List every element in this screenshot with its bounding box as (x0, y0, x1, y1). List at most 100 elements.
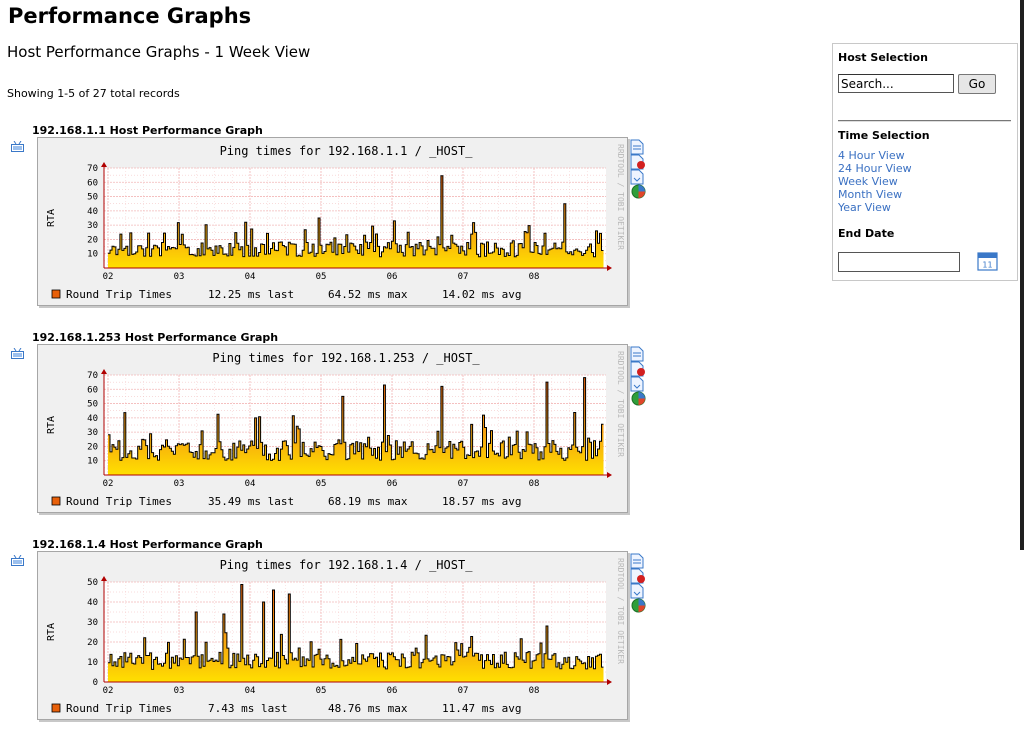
x-tick-label: 06 (387, 272, 398, 282)
document-icon[interactable] (629, 346, 645, 366)
y-tick-label: 20 (87, 638, 98, 648)
time-link-4-hour[interactable]: 4 Hour View (838, 149, 905, 162)
x-tick-label: 03 (174, 686, 185, 696)
x-tick-label: 04 (245, 479, 256, 489)
legend-max-value: 48.76 ms max (328, 702, 408, 715)
legend-swatch (51, 496, 61, 506)
performance-graph[interactable]: Ping times for 192.168.1.1 / _HOST_ 10 20 3… (37, 137, 628, 306)
graph-title: Ping times for 192.168.1.4 / _HOST_ (220, 558, 474, 572)
graph-title: Ping times for 192.168.1.1 / _HOST_ (220, 144, 474, 158)
x-tick-label: 02 (103, 479, 114, 489)
pdf-icon[interactable] (629, 154, 645, 174)
y-tick-label: 60 (87, 178, 98, 188)
rta-area (108, 584, 604, 682)
host-detail-icon[interactable] (11, 344, 24, 359)
y-axis-arrow (101, 576, 107, 581)
x-tick-label: 04 (245, 272, 256, 282)
rta-area (108, 377, 604, 475)
legend-last-value: 35.49 ms last (208, 495, 294, 508)
y-tick-label: 10 (87, 658, 98, 668)
rta-line (108, 175, 604, 258)
host-graph-section: 192.168.1.1 Host Performance Graph Ping t… (8, 124, 646, 324)
time-link-24-hour[interactable]: 24 Hour View (838, 162, 912, 175)
rrdtool-watermark: RRDTOOL / TOBI OETIKER (616, 558, 625, 664)
y-tick-label: 40 (87, 598, 98, 608)
legend-swatch (51, 289, 61, 299)
y-tick-label: 30 (87, 428, 98, 438)
host-graph-section: 192.168.1.253 Host Performance Graph Ping… (8, 331, 646, 531)
y-axis-label: RTA (46, 416, 57, 434)
y-tick-label: 70 (87, 371, 98, 381)
y-tick-label: 10 (87, 250, 98, 260)
legend-avg-value: 14.02 ms avg (442, 288, 521, 301)
window-edge (1020, 0, 1024, 550)
end-date-input[interactable] (838, 252, 960, 272)
rrd-graph-svg: Ping times for 192.168.1.253 / _HOST_ 10 2… (46, 351, 625, 508)
x-axis-arrow (607, 679, 612, 685)
x-tick-label: 02 (103, 686, 114, 696)
legend-last-value: 12.25 ms last (208, 288, 294, 301)
page-title: Performance Graphs (8, 4, 252, 28)
rta-line (108, 377, 604, 461)
y-tick-label: 30 (87, 221, 98, 231)
chart-options-icon[interactable] (631, 184, 646, 203)
performance-graph[interactable]: Ping times for 192.168.1.4 / _HOST_ 0 10 20… (37, 551, 628, 720)
rrdtool-watermark: RRDTOOL / TOBI OETIKER (616, 351, 625, 457)
rrd-graph-svg: Ping times for 192.168.1.1 / _HOST_ 10 20 3… (46, 144, 625, 301)
graph-action-icons (629, 346, 647, 406)
chart-options-icon[interactable] (631, 598, 646, 617)
y-tick-label: 50 (87, 193, 98, 203)
go-button[interactable]: Go (958, 74, 996, 94)
x-axis-arrow (607, 472, 612, 478)
document-icon[interactable] (629, 553, 645, 573)
host-detail-icon[interactable] (11, 551, 24, 566)
pdf-icon[interactable] (629, 568, 645, 588)
y-tick-label: 30 (87, 618, 98, 628)
legend-avg-value: 11.47 ms avg (442, 702, 521, 715)
x-axis-arrow (607, 265, 612, 271)
x-tick-label: 06 (387, 479, 398, 489)
time-link-month[interactable]: Month View (838, 188, 903, 201)
x-tick-label: 07 (458, 479, 469, 489)
rta-area (108, 175, 604, 268)
y-tick-label: 40 (87, 207, 98, 217)
legend-max-value: 64.52 ms max (328, 288, 408, 301)
x-tick-label: 03 (174, 272, 185, 282)
document-icon[interactable] (629, 139, 645, 159)
x-tick-label: 03 (174, 479, 185, 489)
export-icon[interactable] (629, 169, 645, 189)
host-graph-section: 192.168.1.4 Host Performance Graph Ping t… (8, 538, 646, 738)
time-link-week[interactable]: Week View (838, 175, 898, 188)
y-tick-label: 0 (93, 678, 98, 688)
page-subtitle: Host Performance Graphs - 1 Week View (7, 43, 311, 61)
x-tick-label: 08 (529, 272, 540, 282)
sidebar-panel: Host Selection Go Time Selection 4 Hour … (832, 43, 1018, 281)
export-icon[interactable] (629, 583, 645, 603)
chart-options-icon[interactable] (631, 391, 646, 410)
host-graph-heading: 192.168.1.4 Host Performance Graph (32, 538, 263, 551)
x-tick-label: 08 (529, 479, 540, 489)
y-axis-arrow (101, 369, 107, 374)
performance-graph[interactable]: Ping times for 192.168.1.253 / _HOST_ 10 2… (37, 344, 628, 513)
x-tick-label: 07 (458, 686, 469, 696)
graph-action-icons (629, 553, 647, 613)
y-axis-label: RTA (46, 209, 57, 227)
y-axis-label: RTA (46, 623, 57, 641)
host-detail-icon[interactable] (11, 137, 24, 152)
export-icon[interactable] (629, 376, 645, 396)
y-tick-label: 70 (87, 164, 98, 174)
x-tick-label: 05 (316, 686, 327, 696)
host-selection-title: Host Selection (838, 51, 928, 64)
end-date-title: End Date (838, 227, 895, 240)
calendar-icon[interactable]: 11 (977, 251, 998, 271)
legend-max-value: 68.19 ms max (328, 495, 408, 508)
y-axis-arrow (101, 162, 107, 167)
pdf-icon[interactable] (629, 361, 645, 381)
time-link-year[interactable]: Year View (838, 201, 891, 214)
y-tick-label: 40 (87, 414, 98, 424)
y-tick-label: 20 (87, 235, 98, 245)
legend-label: Round Trip Times (66, 288, 172, 301)
legend-avg-value: 18.57 ms avg (442, 495, 521, 508)
legend-last-value: 7.43 ms last (208, 702, 287, 715)
search-input[interactable] (838, 74, 954, 93)
